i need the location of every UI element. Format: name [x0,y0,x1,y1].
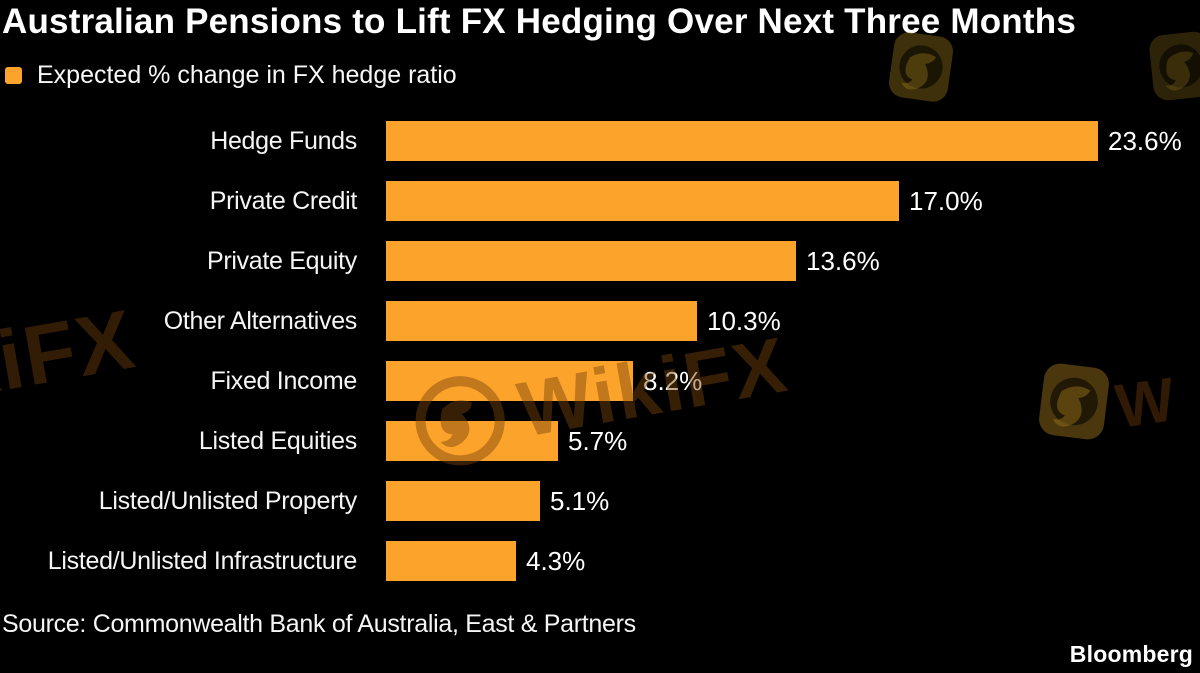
category-label: Listed/Unlisted Property [98,486,358,515]
chart-row: Other Alternatives 10.3% [0,301,1200,341]
value-label: 4.3% [526,545,586,576]
chart-row: Listed/Unlisted Property 5.1% [0,481,1200,521]
value-label: 10.3% [707,305,781,336]
value-label: 8.2% [643,365,703,396]
chart-row: Hedge Funds 23.6% [0,121,1200,161]
bar-area: 17.0% [386,181,983,221]
bar[interactable] [386,121,1098,161]
chart-title: Australian Pensions to Lift FX Hedging O… [2,2,1076,41]
bar[interactable] [386,541,516,581]
bar[interactable] [386,301,697,341]
category-label: Other Alternatives [163,306,358,335]
value-label: 13.6% [806,245,880,276]
bar[interactable] [386,181,899,221]
category-label: Private Equity [206,246,357,275]
category-label: Listed Equities [198,426,357,455]
chart-row: Listed Equities 5.7% [0,421,1200,461]
category-label: Private Credit [209,186,358,215]
bar-area: 23.6% [386,121,1182,161]
legend-swatch-icon [5,67,22,84]
value-label: 23.6% [1108,125,1182,156]
bar-area: 13.6% [386,241,880,281]
chart-row: Fixed Income 8.2% [0,361,1200,401]
value-label: 5.1% [550,485,610,516]
value-label: 17.0% [909,185,983,216]
category-label: Fixed Income [210,366,358,395]
category-label: Hedge Funds [210,126,357,155]
bar[interactable] [386,361,633,401]
category-label: Listed/Unlisted Infrastructure [47,546,358,575]
bar[interactable] [386,241,796,281]
bar-area: 8.2% [386,361,702,401]
bar-area: 5.7% [386,421,627,461]
bloomberg-logo: Bloomberg [1069,641,1193,667]
legend: Expected % change in FX hedge ratio [5,61,457,90]
chart-row: Listed/Unlisted Infrastructure 4.3% [0,541,1200,581]
source-note: Source: Commonwealth Bank of Australia, … [2,610,636,638]
bar[interactable] [386,421,558,461]
bar[interactable] [386,481,540,521]
value-label: 5.7% [568,425,628,456]
bar-area: 10.3% [386,301,781,341]
bar-area: 4.3% [386,541,585,581]
chart-row: Private Equity 13.6% [0,241,1200,281]
bar-chart: Hedge Funds 23.6% Private Credit 17.0% P… [0,121,1200,581]
bar-area: 5.1% [386,481,609,521]
wikifx-eagle-logo-icon [1147,29,1200,103]
chart-row: Private Credit 17.0% [0,181,1200,221]
legend-label: Expected % change in FX hedge ratio [37,61,457,89]
